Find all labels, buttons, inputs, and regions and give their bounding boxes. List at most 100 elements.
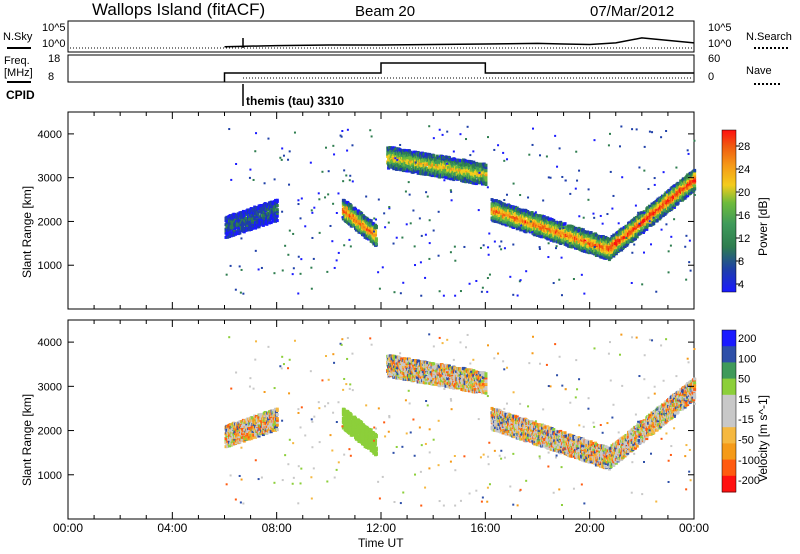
velocity-echo-cell (426, 364, 430, 368)
power-echo-cell (637, 229, 641, 233)
power-echo-cell (436, 172, 440, 176)
power-echo-cell (417, 151, 421, 155)
velocity-echo-cell (404, 357, 408, 361)
power-scatter-cell (538, 247, 541, 250)
power-scatter-cell (448, 156, 451, 159)
power-echo-cell (652, 222, 656, 226)
velocity-echo-cell (374, 438, 378, 442)
power-echo-cell (241, 218, 245, 222)
power-echo-cell (500, 212, 504, 216)
velocity-echo-cell (444, 384, 448, 388)
power-echo-cell (442, 158, 446, 162)
power-echo-cell (231, 225, 235, 229)
power-echo-cell (634, 225, 638, 229)
power-scatter-cell (643, 211, 646, 214)
power-echo-cell (676, 187, 680, 191)
velocity-echo-cell (446, 377, 450, 381)
power-echo-cell (362, 232, 366, 236)
power-scatter-cell (488, 232, 491, 235)
power-scatter-cell (500, 240, 503, 243)
power-scatter-cell (282, 154, 285, 157)
velocity-echo-cell (417, 360, 421, 364)
power-echo-cell (371, 227, 375, 231)
power-scatter-cell (394, 157, 397, 160)
power-scatter-cell (239, 291, 242, 294)
power-scatter-cell (538, 246, 541, 249)
power-scatter-cell (555, 245, 558, 248)
power-echo-cell (407, 169, 411, 173)
power-scatter-cell (284, 244, 287, 247)
power-scatter-cell (532, 127, 535, 130)
power-echo-cell (492, 216, 496, 220)
velocity-echo-cell (437, 375, 441, 379)
velocity-echo-cell (432, 382, 436, 386)
power-scatter-cell (560, 294, 563, 297)
velocity-echo-cell (366, 426, 370, 430)
power-scatter-cell (438, 290, 441, 293)
power-scatter-cell (414, 161, 417, 164)
power-scatter-cell (318, 231, 321, 234)
power-echo-cell (447, 160, 451, 164)
power-scatter-cell (404, 190, 407, 193)
freq-label-line1: Freq. (4, 55, 30, 67)
power-echo-cell (595, 240, 599, 244)
power-echo-cell (508, 214, 512, 218)
power-echo-cell (570, 224, 574, 228)
power-echo-cell (400, 159, 404, 163)
power-scatter-cell (273, 272, 276, 275)
velocity-echo-cell (447, 368, 451, 372)
power-scatter-cell (335, 211, 338, 214)
power-echo-cell (603, 250, 607, 254)
power-echo-cell (246, 224, 250, 228)
velocity-echo-cell (447, 381, 451, 385)
velocity-echo-cell (408, 363, 412, 367)
power-scatter-cell (673, 185, 676, 188)
power-scatter-cell (542, 199, 545, 202)
power-scatter-cell (506, 158, 509, 161)
power-echo-cell (443, 160, 447, 164)
power-scatter-cell (486, 277, 489, 280)
power-scatter-cell (498, 245, 501, 248)
power-echo-cell (233, 229, 237, 233)
power-scatter-cell (660, 228, 663, 231)
power-echo-cell (363, 216, 367, 220)
velocity-echo-cell (362, 436, 366, 440)
power-echo-cell (566, 230, 570, 234)
power-echo-cell (592, 243, 596, 247)
power-echo-cell (669, 195, 673, 199)
velocity-echo-cell (407, 359, 411, 363)
power-echo-cell (226, 230, 230, 234)
velocity-echo-cell (349, 413, 353, 417)
power-echo-cell (543, 219, 547, 223)
velocity-echo-cell (387, 369, 391, 373)
power-echo-cell (266, 206, 270, 210)
velocity-echo-cell (342, 411, 346, 415)
power-scatter-cell (297, 255, 300, 258)
power-scatter-cell (409, 222, 412, 225)
power-echo-cell (578, 239, 582, 243)
velocity-echo-cell (406, 364, 410, 368)
power-echo-cell (693, 184, 697, 188)
power-echo-cell (680, 195, 684, 199)
power-echo-cell (469, 162, 473, 166)
power-scatter-cell (693, 139, 696, 142)
power-echo-cell (434, 158, 438, 162)
power-scatter-cell (509, 275, 512, 278)
power-echo-cell (510, 213, 514, 217)
power-echo-cell (275, 208, 279, 212)
velocity-echo-cell (438, 372, 442, 376)
velocity-echo-cell (433, 374, 437, 378)
velocity-echo-cell (372, 431, 376, 435)
power-scatter-cell (660, 136, 663, 139)
power-scatter-cell (327, 193, 330, 196)
power-echo-cell (400, 149, 404, 153)
power-echo-cell (663, 198, 667, 202)
power-scatter-cell (463, 245, 466, 248)
power-echo-cell (365, 236, 369, 240)
power-echo-cell (524, 225, 528, 229)
power-scatter-cell (648, 220, 651, 223)
power-scatter-cell (642, 232, 645, 235)
power-echo-cell (556, 221, 560, 225)
power-echo-cell (230, 224, 234, 228)
power-scatter-cell (291, 273, 294, 276)
